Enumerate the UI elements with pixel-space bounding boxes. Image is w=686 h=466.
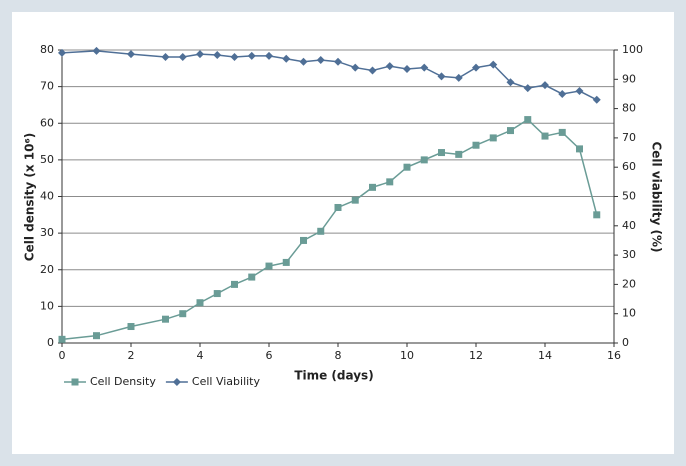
- data-point: [265, 262, 273, 270]
- data-point: [437, 72, 446, 81]
- data-point: [489, 60, 498, 69]
- legend-marker: [172, 378, 181, 386]
- y2-tick-label: 90: [622, 72, 636, 85]
- x-tick-label: 12: [469, 349, 483, 362]
- data-point: [593, 211, 601, 219]
- data-point: [385, 62, 394, 71]
- data-point: [523, 84, 532, 93]
- data-point: [506, 78, 515, 87]
- y2-tick-label: 0: [622, 336, 629, 349]
- data-point: [248, 273, 256, 281]
- data-point: [524, 116, 532, 124]
- data-point: [575, 87, 584, 96]
- data-point: [369, 183, 376, 191]
- data-point: [58, 335, 66, 343]
- x-tick-label: 0: [59, 349, 66, 362]
- data-point: [265, 51, 273, 60]
- y-tick-label: 80: [40, 43, 54, 56]
- y-tick-label: 10: [40, 299, 54, 312]
- legend-marker: [71, 378, 79, 386]
- data-point: [282, 54, 291, 63]
- data-point: [541, 132, 549, 140]
- data-point: [386, 178, 394, 186]
- x-tick-label: 14: [538, 349, 552, 362]
- x-tick-label: 6: [266, 349, 273, 362]
- data-point: [213, 50, 222, 59]
- x-tick-label: 16: [607, 349, 621, 362]
- y2-tick-label: 70: [622, 131, 636, 144]
- data-point: [213, 290, 221, 298]
- data-point: [316, 55, 325, 64]
- y-tick-label: 30: [40, 226, 54, 239]
- data-point: [247, 51, 256, 60]
- data-point: [455, 150, 463, 158]
- data-point: [368, 66, 377, 75]
- y2-tick-label: 40: [622, 219, 636, 232]
- data-point: [93, 332, 100, 340]
- y-tick-label: 50: [40, 153, 54, 166]
- y-tick-label: 40: [40, 190, 54, 203]
- data-point: [231, 280, 238, 288]
- data-point: [196, 50, 204, 59]
- data-point: [489, 134, 497, 142]
- legend-label: Cell Viability: [192, 375, 261, 388]
- data-point: [230, 53, 239, 62]
- x-tick-label: 2: [128, 349, 135, 362]
- data-point: [299, 57, 308, 66]
- data-point: [334, 57, 342, 66]
- data-point: [127, 323, 135, 331]
- data-point: [403, 65, 411, 74]
- data-point: [438, 149, 445, 157]
- data-point: [420, 156, 428, 164]
- data-point: [179, 310, 187, 318]
- y-tick-label: 70: [40, 80, 54, 93]
- y-tick-label: 20: [40, 263, 54, 276]
- data-point: [541, 81, 549, 90]
- data-point: [420, 63, 429, 72]
- data-point: [127, 50, 135, 59]
- data-point: [334, 203, 342, 211]
- data-point: [282, 258, 290, 266]
- data-point: [162, 315, 169, 323]
- x-axis-title: Time (days): [294, 369, 373, 383]
- data-point: [472, 141, 480, 149]
- x-tick-label: 8: [335, 349, 342, 362]
- data-point: [351, 63, 360, 72]
- data-point: [454, 73, 463, 82]
- legend-label: Cell Density: [90, 375, 156, 388]
- x-tick-label: 10: [400, 349, 414, 362]
- data-point: [507, 127, 514, 135]
- data-point: [558, 128, 566, 136]
- data-point: [592, 95, 601, 104]
- y2-tick-label: 30: [622, 248, 636, 261]
- data-point: [196, 299, 204, 307]
- y-tick-label: 0: [47, 336, 54, 349]
- data-point: [351, 196, 359, 204]
- y2-tick-label: 50: [622, 190, 636, 203]
- y2-tick-label: 20: [622, 277, 636, 290]
- y2-tick-label: 100: [622, 43, 643, 56]
- data-point: [300, 236, 307, 244]
- y-tick-label: 60: [40, 116, 54, 129]
- data-point: [558, 89, 567, 98]
- data-point: [403, 163, 411, 171]
- data-point: [161, 53, 170, 62]
- y2-tick-label: 60: [622, 160, 636, 173]
- data-point: [178, 53, 187, 62]
- data-point: [472, 63, 480, 72]
- series-line: [61, 50, 598, 101]
- data-point: [58, 48, 66, 57]
- y2-tick-label: 10: [622, 307, 636, 320]
- y-axis-title: Cell density (x 10⁶): [23, 133, 37, 261]
- data-point: [317, 227, 325, 235]
- y2-tick-label: 80: [622, 102, 636, 115]
- y2-axis-title: Cell viability (%): [650, 141, 664, 252]
- x-tick-label: 4: [197, 349, 204, 362]
- data-point: [92, 46, 101, 55]
- data-point: [576, 145, 583, 153]
